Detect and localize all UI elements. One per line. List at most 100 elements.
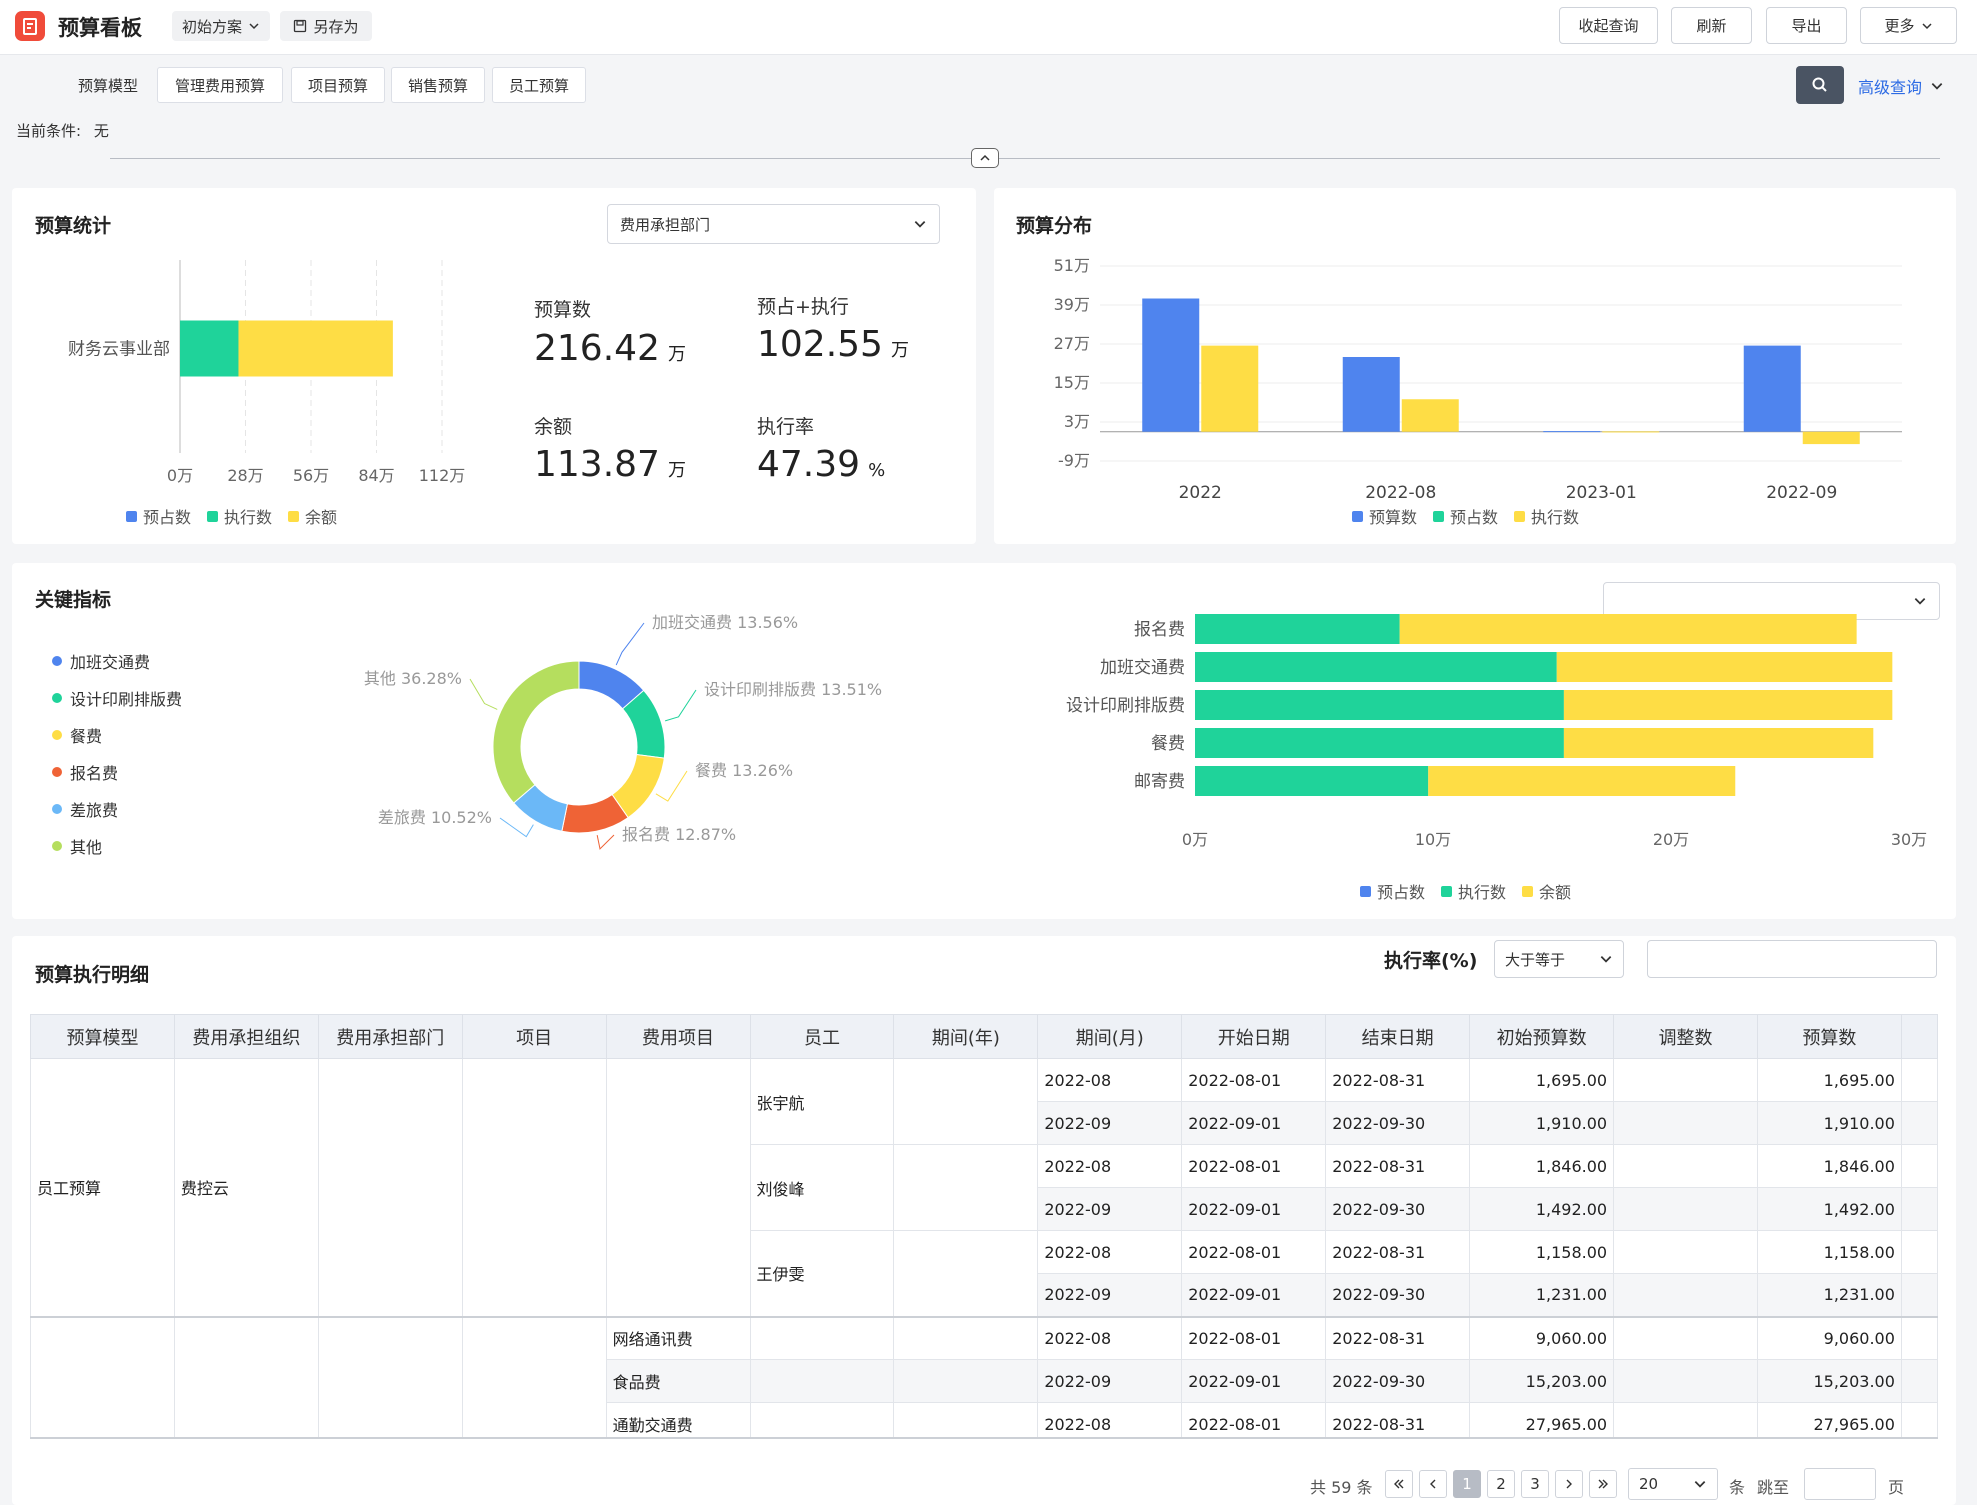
table-row[interactable]: 网络通讯费 2022-08 2022-08-01 2022-08-31 9,06… [30, 1316, 1939, 1446]
x-tick-label: 2022-09 [1766, 483, 1837, 498]
current-condition: 当前条件: 无 [16, 120, 109, 141]
legend-item: 余额 [288, 504, 337, 528]
tab-sales[interactable]: 销售预算 [391, 67, 485, 103]
app-logo-icon [15, 11, 45, 41]
x-tick-label: 28万 [227, 466, 263, 485]
leader-line [469, 678, 498, 710]
goto-page-input[interactable] [1804, 1468, 1876, 1500]
filter-value-input[interactable] [1647, 940, 1937, 978]
chevron-left-icon [1430, 1479, 1436, 1489]
chevron-down-icon [1914, 598, 1926, 605]
page-button-active[interactable]: 1 [1453, 1470, 1481, 1498]
page-size-select[interactable]: 20 [1628, 1468, 1718, 1500]
column-header[interactable]: 员工 [749, 1014, 895, 1059]
tab-admin-expense[interactable]: 管理费用预算 [157, 67, 283, 103]
x-tick-label: 10万 [1415, 830, 1451, 849]
column-header[interactable]: 费用承担部门 [317, 1014, 463, 1059]
x-tick-label: 2022 [1179, 483, 1222, 498]
bar-segment [1195, 766, 1429, 796]
bar-segment [1399, 614, 1857, 644]
first-page-button[interactable] [1385, 1470, 1413, 1498]
column-header[interactable]: 费用项目 [605, 1014, 751, 1059]
cell-end: 2022-08-31 [1325, 1058, 1471, 1102]
column-header[interactable]: 初始预算数 [1469, 1014, 1615, 1059]
bar-segment [1195, 728, 1564, 758]
page-unit: 页 [1888, 1478, 1905, 1497]
tab-budget-model[interactable]: 预算模型 [60, 67, 156, 103]
budget-stats-title: 预算统计 [35, 215, 112, 237]
kpi-select[interactable] [1603, 582, 1940, 620]
collapse-toggle[interactable] [971, 148, 999, 168]
cell-end: 2022-09-30 [1325, 1359, 1471, 1403]
page-button[interactable]: 2 [1487, 1470, 1515, 1498]
cell-month: 2022-09 [1037, 1359, 1183, 1403]
cell-end: 2022-09-30 [1325, 1187, 1471, 1231]
bar-segment [1556, 652, 1893, 682]
collapse-query-button[interactable]: 收起查询 [1559, 7, 1658, 44]
page-button[interactable]: 3 [1521, 1470, 1549, 1498]
tab-project[interactable]: 项目预算 [291, 67, 385, 103]
slice-label: 差旅费 10.52% [378, 808, 492, 827]
cell-adjust [1613, 1359, 1758, 1403]
export-button[interactable]: 导出 [1766, 7, 1847, 44]
cell-init-budget: 9,060.00 [1469, 1316, 1615, 1360]
cell-end: 2022-08-31 [1325, 1316, 1471, 1360]
more-button[interactable]: 更多 [1860, 7, 1957, 44]
x-tick-label: 0万 [167, 466, 193, 485]
legend-item: 报名费 [52, 753, 182, 790]
search-button[interactable] [1796, 66, 1844, 104]
bar [1142, 298, 1200, 432]
filter-operator-select[interactable]: 大于等于 [1494, 940, 1624, 978]
cell-budget: 1,231.00 [1756, 1273, 1902, 1317]
slice-label: 报名费 12.87% [622, 825, 736, 844]
table-row[interactable]: 食品费 2022-09 2022-09-01 2022-09-30 15,203… [31, 1359, 1939, 1403]
page-size-unit: 条 [1729, 1478, 1746, 1497]
cell-employee: 刘俊峰 [749, 1144, 895, 1231]
cell-org: 费控云 [173, 1058, 319, 1317]
scheme-dropdown[interactable]: 初始方案 [172, 11, 270, 41]
table-row[interactable]: 员工预算 费控云 张宇航 2022-08 2022-08-01 2022-08-… [30, 1058, 1939, 1317]
cell-month: 2022-08 [1037, 1316, 1183, 1360]
chevron-down-icon [249, 23, 259, 30]
tab-employee[interactable]: 员工预算 [492, 67, 586, 103]
cell-month: 2022-09 [1037, 1101, 1183, 1145]
budget-stats-panel: 预算统计 费用承担部门 0万 28万 56万 84万 112万 财务云事业部 预占数 执行… [12, 188, 976, 544]
column-header[interactable]: 开始日期 [1181, 1014, 1327, 1059]
x-tick-label: 56万 [293, 466, 329, 485]
double-chevron-right-icon [1598, 1479, 1608, 1489]
table-row[interactable]: 王伊雯 2022-08 2022-08-01 2022-08-31 1,158.… [31, 1230, 1939, 1317]
query-divider [110, 158, 1940, 159]
cell-start: 2022-08-01 [1181, 1058, 1327, 1102]
advanced-query-link[interactable]: 高级查询 [1858, 74, 1944, 98]
table-row[interactable]: 2022-09 2022-09-01 2022-09-30 1,231.00 1… [31, 1273, 1939, 1317]
column-header[interactable]: 费用承担组织 [173, 1014, 319, 1059]
last-page-button[interactable] [1589, 1470, 1617, 1498]
cell-spacer [1900, 1316, 1939, 1360]
save-as-button[interactable]: 另存为 [280, 11, 372, 41]
column-header[interactable]: 调整数 [1613, 1014, 1758, 1059]
y-tick-label: 邮寄费 [1134, 772, 1185, 792]
bar [1401, 399, 1459, 432]
bar [1743, 345, 1801, 432]
table-row[interactable]: 2022-09 2022-09-01 2022-09-30 1,910.00 1… [31, 1101, 1939, 1145]
cell-start: 2022-09-01 [1181, 1359, 1327, 1403]
expense-bar-legend: 预占数 执行数 余额 [1360, 879, 1571, 903]
column-header[interactable]: 期间(月) [1037, 1014, 1183, 1059]
kpi-title: 关键指标 [35, 589, 112, 611]
y-tick-label: 15万 [1054, 373, 1090, 392]
chevron-down-icon [1694, 1481, 1706, 1488]
column-header[interactable]: 项目 [461, 1014, 607, 1059]
dept-select[interactable]: 费用承担部门 [607, 204, 940, 244]
x-tick-label: 112万 [419, 466, 466, 485]
column-header[interactable]: 期间(年) [893, 1014, 1039, 1059]
column-header-spacer [1900, 1014, 1939, 1059]
table-row[interactable]: 2022-09 2022-09-01 2022-09-30 1,492.00 1… [31, 1187, 1939, 1231]
column-header[interactable]: 预算模型 [30, 1014, 175, 1059]
prev-page-button[interactable] [1419, 1470, 1447, 1498]
legend-item: 预占数 [126, 504, 191, 528]
refresh-button[interactable]: 刷新 [1671, 7, 1752, 44]
pre-exec-label: 预占+执行 [757, 296, 849, 318]
column-header[interactable]: 预算数 [1756, 1014, 1902, 1059]
next-page-button[interactable] [1555, 1470, 1583, 1498]
column-header[interactable]: 结束日期 [1325, 1014, 1471, 1059]
